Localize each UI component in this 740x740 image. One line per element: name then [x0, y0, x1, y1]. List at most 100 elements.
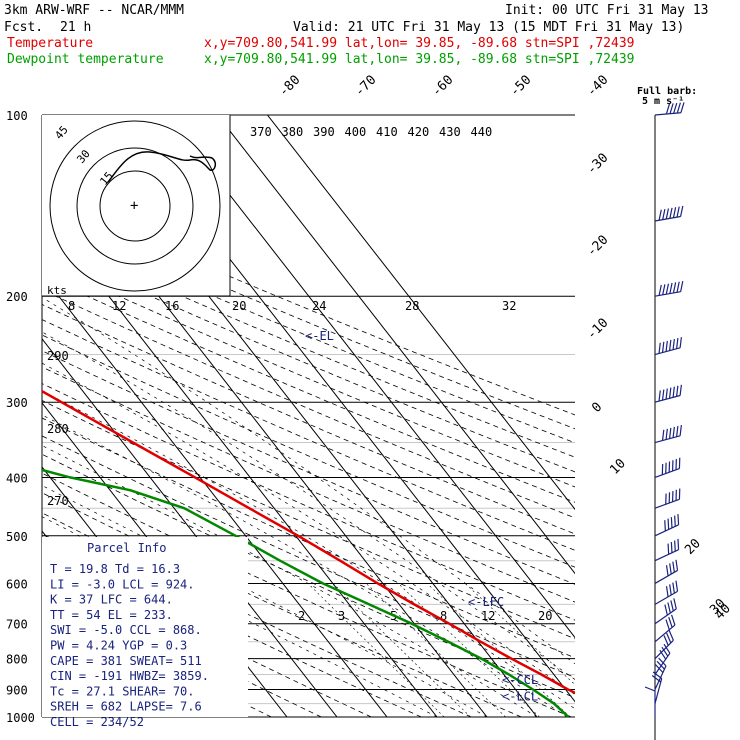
pressure-label: 200 [6, 290, 28, 304]
isotherm-label: 10 [607, 456, 629, 478]
wind-barb [654, 580, 679, 605]
forecast-label: Fcst. [4, 20, 43, 35]
theta-lower-label: 290 [47, 349, 69, 363]
moist-adiabat [42, 516, 438, 717]
isotherm [42, 273, 388, 717]
speed-scale-label: 32 [502, 299, 516, 313]
wind-barb [654, 102, 685, 116]
mixing-ratio-label: 12 [481, 609, 495, 623]
valid-time: Valid: 21 UTC Fri 31 May 13 (15 MDT Fri … [293, 20, 684, 35]
wind-barb [644, 686, 656, 717]
isotherm-label: -80 [276, 73, 303, 100]
parcel-info-row: Tc = 27.1 SHEAR= 70. [50, 684, 195, 698]
mixing-ratio-label: 20 [538, 609, 552, 623]
parcel-info-box: Parcel Info T = 19.8 Td = 16.3LI = -3.0 … [42, 537, 248, 729]
theta-label: 440 [471, 125, 493, 139]
diagram-grid [42, 115, 575, 717]
pressure-label: 500 [6, 530, 28, 544]
wind-barb [654, 643, 671, 675]
isotherm-label: -70 [352, 73, 379, 100]
parcel-info-row: T = 19.8 Td = 16.3 [50, 562, 180, 576]
wind-barb [654, 337, 682, 356]
dewpoint-legend: Dewpoint temperature [7, 52, 164, 67]
mixing-ratio-label: 8 [440, 609, 447, 623]
dry-adiabat [42, 260, 575, 488]
level-annotation: <-LFC [468, 595, 504, 609]
parcel-info-row: CIN = -191 HWBZ= 3859. [50, 669, 209, 683]
level-annotation: <-EL [305, 329, 334, 343]
dry-adiabat [42, 233, 575, 458]
speed-scale-label: 16 [165, 299, 179, 313]
dry-adiabat [42, 334, 575, 568]
wind-barb [654, 630, 674, 660]
speed-scale-label: 24 [312, 299, 326, 313]
isotherm-label: -10 [584, 316, 611, 343]
pressure-label: 900 [6, 683, 28, 697]
dry-adiabat [42, 319, 575, 551]
hodograph-center: + [130, 198, 138, 214]
hodograph-units: kts [47, 284, 67, 297]
temperature-profile [42, 389, 575, 695]
theta-label: 430 [439, 125, 461, 139]
wind-barb [654, 598, 677, 625]
isotherm [217, 115, 575, 575]
pressure-label: 1000 [6, 711, 35, 725]
parcel-info-row: CAPE = 381 SWEAT= 511 [50, 654, 202, 668]
pressure-label: 800 [6, 653, 28, 667]
isotherm-label: -20 [584, 233, 611, 260]
parcel-info-row: SWI = -5.0 CCL = 868. [50, 623, 202, 637]
isotherm [267, 115, 575, 511]
wind-barb [654, 538, 680, 562]
theta-label: 390 [313, 125, 335, 139]
dry-adiabat [42, 350, 575, 585]
temperature-location: x,y=709.80,541.99 lat,lon= 39.85, -89.68… [204, 36, 634, 51]
forecast-hour: 21 h [60, 20, 91, 35]
wind-barb [654, 457, 681, 479]
dry-adiabat [42, 304, 575, 535]
barb-key-title: Full barb: [637, 86, 697, 97]
parcel-info-title: Parcel Info [87, 541, 166, 555]
hodograph-ring [49, 120, 221, 292]
wind-barb [654, 384, 682, 403]
dry-adiabat [42, 512, 472, 717]
init-time: Init: 00 UTC Fri 31 May 13 [505, 3, 709, 18]
pressure-label: 300 [6, 396, 28, 410]
theta-label: 370 [250, 125, 272, 139]
wind-barb [654, 488, 681, 509]
speed-scale-label: 12 [112, 299, 126, 313]
parcel-info-row: K = 37 LFC = 644. [50, 593, 173, 607]
model-title: 3km ARW-WRF -- NCAR/MMM [4, 3, 184, 18]
speed-scale-label: 8 [68, 299, 75, 313]
moist-adiabat [42, 390, 575, 710]
dewpoint-profile [42, 468, 570, 717]
parcel-info-row: TT = 54 EL = 233. [50, 608, 173, 622]
isotherm-label: 20 [682, 536, 704, 558]
speed-scale-label: 28 [405, 299, 419, 313]
speed-scale-label: 20 [232, 299, 246, 313]
parcel-info-row: PW = 4.24 YGP = 0.3 [50, 639, 187, 653]
hodograph-ring [76, 147, 194, 265]
wind-barb [654, 559, 679, 584]
isotherm [167, 115, 575, 639]
wind-barb [654, 281, 684, 297]
isotherm-label: -50 [507, 73, 534, 100]
dry-adiabat [42, 274, 575, 503]
level-annotation: <-CCL [502, 673, 538, 687]
hodograph-ring [99, 170, 171, 242]
wind-barb [654, 614, 676, 643]
dry-adiabat [42, 366, 575, 603]
hodograph-trace [107, 151, 217, 183]
theta-label: 380 [282, 125, 304, 139]
parcel-info-row: LI = -3.0 LCL = 924. [50, 577, 195, 591]
mixing-ratio-line [365, 583, 506, 717]
theta-lower-label: 270 [47, 494, 69, 508]
isotherm-label: -40 [584, 73, 611, 100]
isotherm-label: -30 [584, 151, 611, 178]
mixing-ratio-label: 2 [298, 609, 305, 623]
pressure-label: 600 [6, 577, 28, 591]
mixing-ratio-line [307, 583, 445, 717]
pressure-label: 400 [6, 471, 28, 485]
sounding-annotations: <-EL <-LFC <-CCL <-LCL [305, 329, 538, 703]
parcel-info-row: SREH = 682 LAPSE= 7.6 [50, 700, 202, 714]
